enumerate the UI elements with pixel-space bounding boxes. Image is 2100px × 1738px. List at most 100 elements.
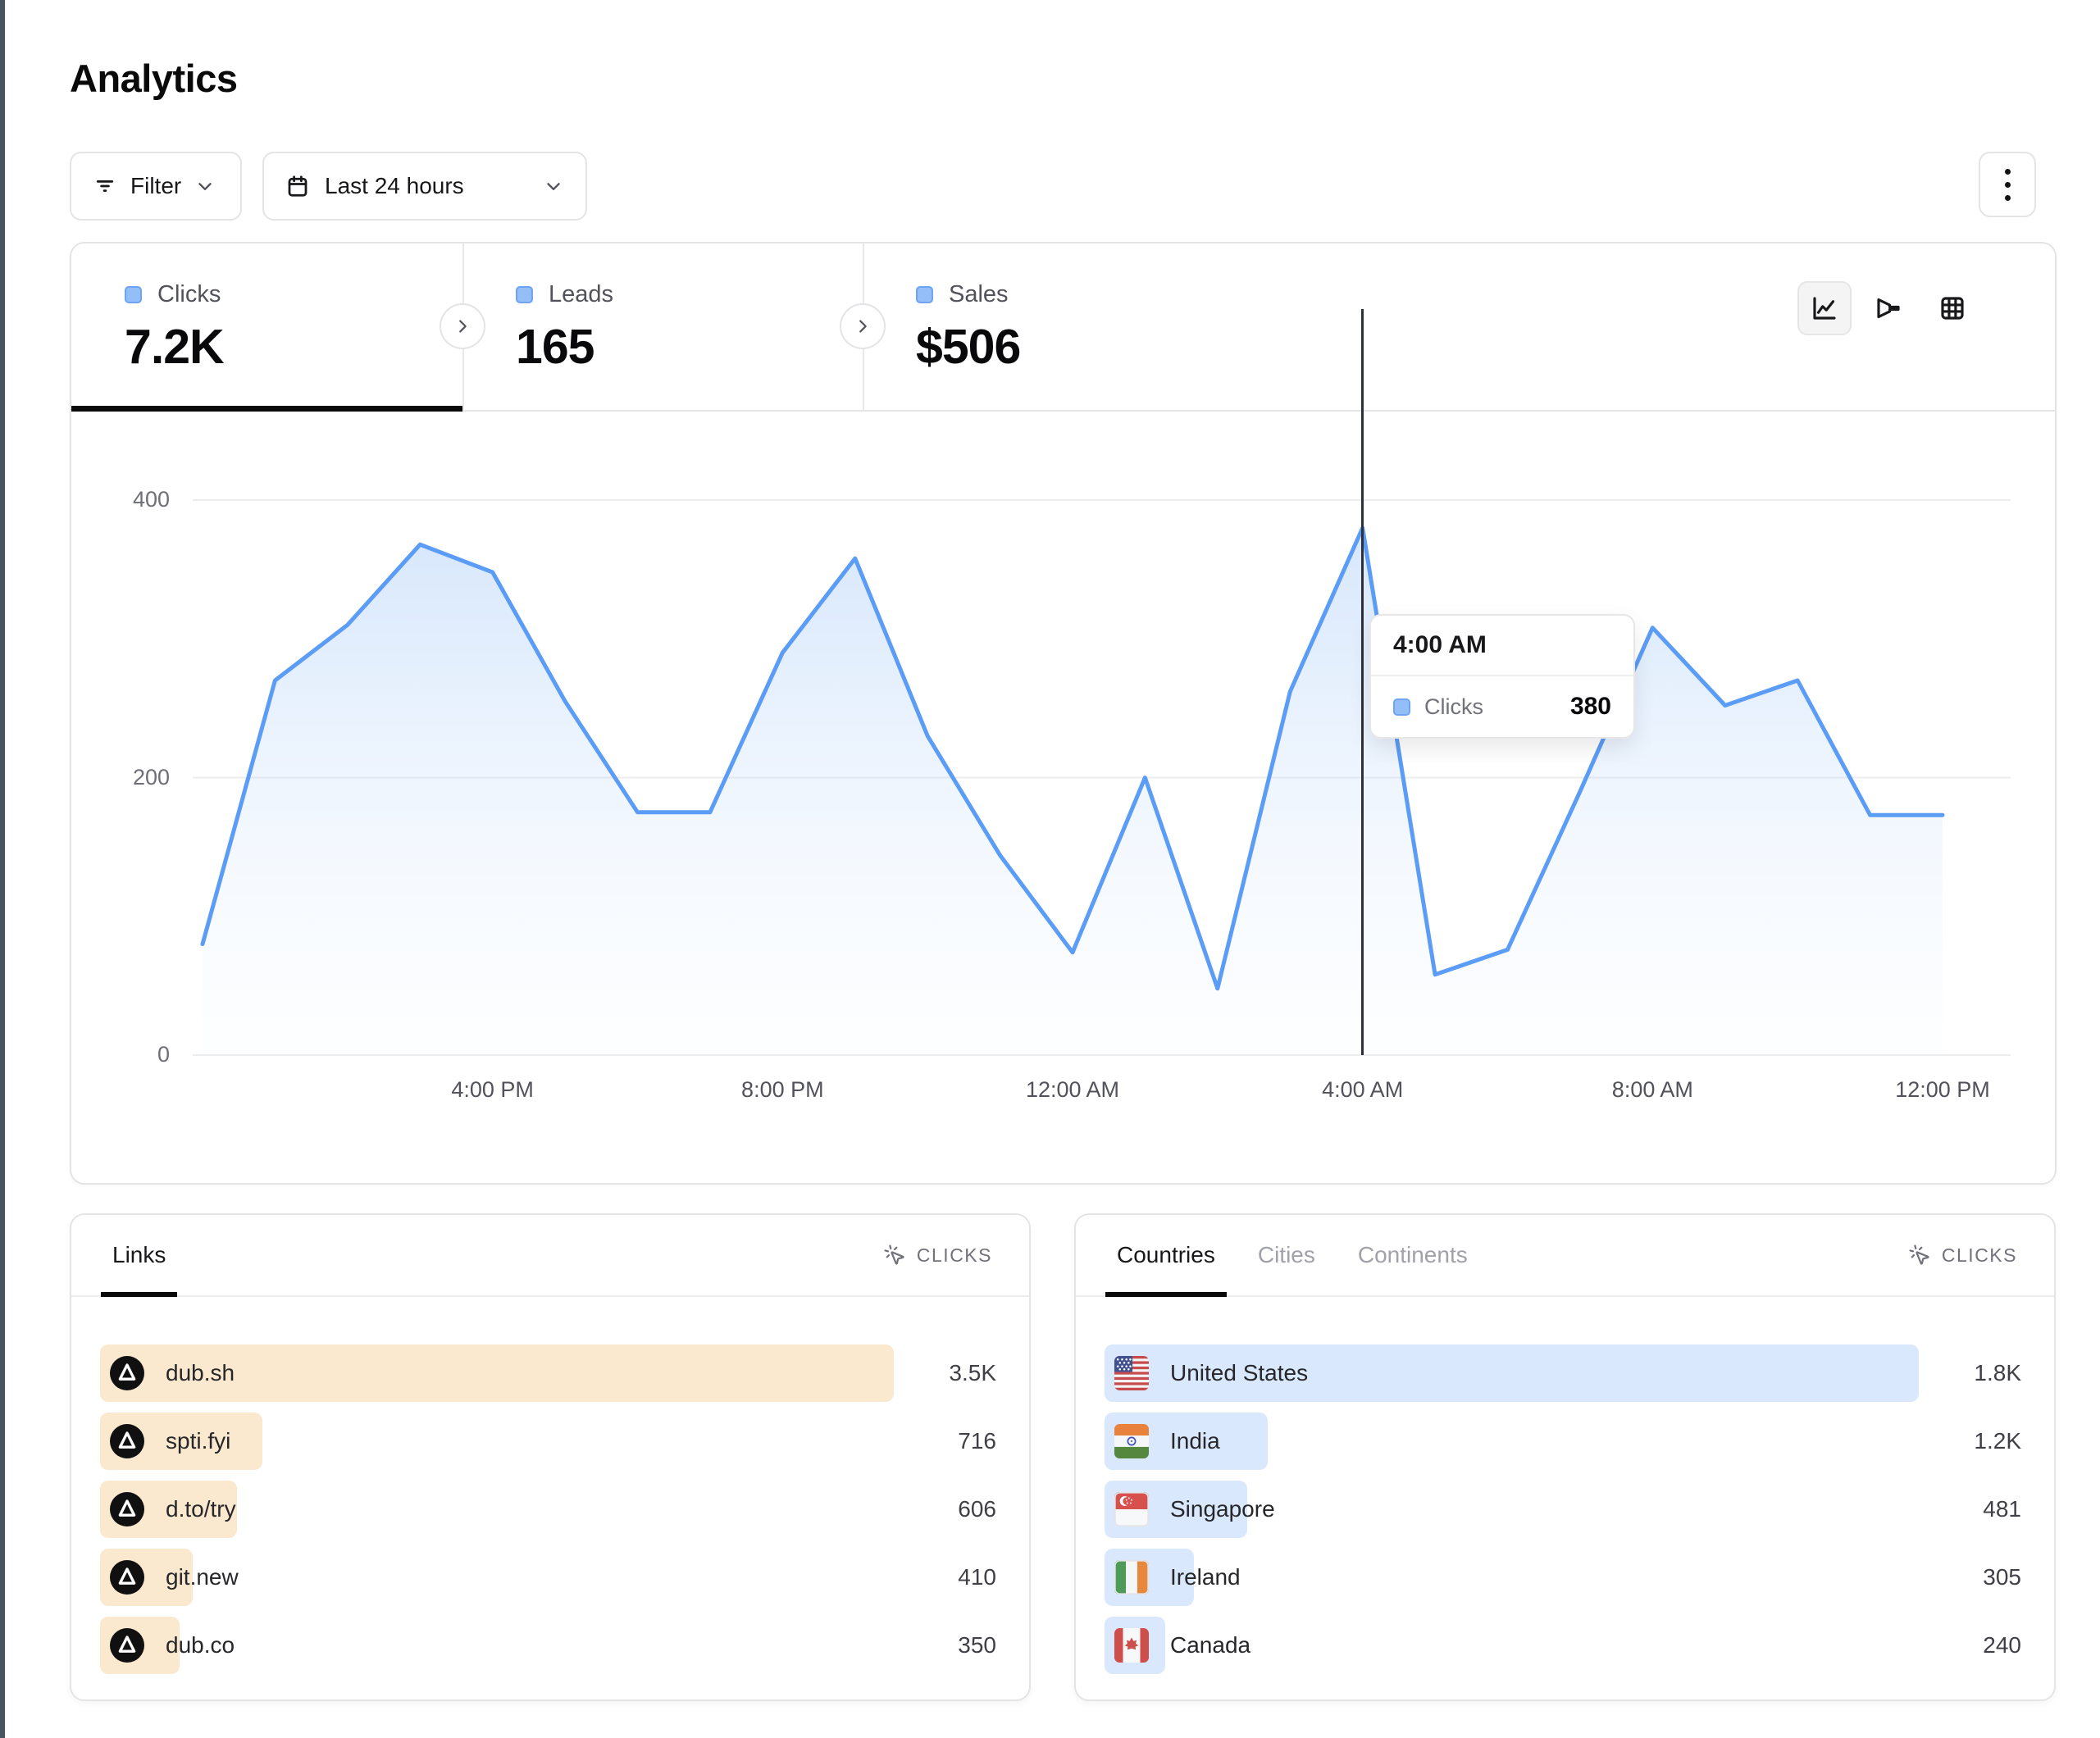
row-icon xyxy=(1114,1356,1149,1390)
row-label: Singapore xyxy=(1170,1496,1275,1522)
flag-singapore-icon xyxy=(1114,1492,1149,1526)
bar-wrap: United States xyxy=(1105,1344,1919,1402)
flag-ireland-icon xyxy=(1114,1560,1149,1595)
row-label: d.to/try xyxy=(166,1496,236,1522)
line-chart-view-button[interactable] xyxy=(1797,281,1852,335)
tab-countries[interactable]: Countries xyxy=(1105,1215,1227,1297)
tab-cities[interactable]: Cities xyxy=(1258,1215,1315,1295)
links-tab-label: Links xyxy=(112,1242,166,1267)
list-item[interactable]: git.new 410 xyxy=(100,1549,996,1606)
date-range-button[interactable]: Last 24 hours xyxy=(262,152,587,221)
value-bar xyxy=(1105,1344,1919,1402)
tooltip-legend-square-icon xyxy=(1393,698,1410,716)
list-item[interactable]: United States 1.8K xyxy=(1105,1344,2021,1402)
bar-wrap: dub.co xyxy=(100,1617,894,1674)
countries-tab-label: Countries xyxy=(1117,1242,1215,1267)
row-label: dub.sh xyxy=(166,1360,235,1385)
row-icon xyxy=(110,1356,144,1390)
row-value: 716 xyxy=(958,1428,996,1454)
tab-leads[interactable]: Leads 165 xyxy=(516,243,613,375)
list-item[interactable]: Canada 240 xyxy=(1105,1617,2021,1674)
chevron-down-icon xyxy=(543,175,564,197)
row-value: 3.5K xyxy=(949,1360,996,1385)
date-range-label: Last 24 hours xyxy=(325,173,464,198)
funnel-chart-view-button[interactable] xyxy=(1861,281,1916,335)
bar-wrap: dub.sh xyxy=(100,1344,894,1402)
expand-leads-sales-button[interactable] xyxy=(840,303,886,349)
chart-tooltip: 4:00 AM Clicks 380 xyxy=(1369,614,1635,739)
chevron-right-icon xyxy=(459,320,467,333)
tab-links[interactable]: Links xyxy=(100,1215,178,1297)
flag-canada-icon xyxy=(1114,1628,1149,1663)
value-bar xyxy=(100,1344,894,1402)
sales-tab-label: Sales xyxy=(949,281,1009,307)
row-icon xyxy=(1114,1628,1149,1663)
calendar-icon xyxy=(285,174,310,198)
flag-india-icon xyxy=(1114,1424,1149,1458)
row-label: git.new xyxy=(166,1564,239,1590)
expand-clicks-leads-button[interactable] xyxy=(440,303,485,349)
links-metric-header[interactable]: CLICKS xyxy=(883,1244,992,1267)
x-axis-tick-label: 4:00 AM xyxy=(1322,1077,1404,1102)
links-list: dub.sh 3.5K spti.fyi 716 d.to/try 606 xyxy=(71,1297,1029,1674)
row-label: dub.co xyxy=(166,1632,235,1658)
list-item[interactable]: India 1.2K xyxy=(1105,1413,2021,1470)
row-label: India xyxy=(1170,1428,1220,1454)
links-metric-label: CLICKS xyxy=(916,1244,992,1266)
funnel-chart-icon xyxy=(1877,298,1900,319)
list-item[interactable]: dub.co 350 xyxy=(100,1617,996,1674)
row-label: United States xyxy=(1170,1360,1309,1385)
countries-panel: Countries Cities Continents CLICKS xyxy=(1074,1213,2056,1701)
row-value: 606 xyxy=(958,1496,996,1522)
tooltip-value: 380 xyxy=(1569,693,1611,720)
clicks-value: 7.2K xyxy=(125,320,225,374)
x-axis-tick-label: 12:00 AM xyxy=(1025,1077,1120,1102)
cities-tab-label: Cities xyxy=(1257,1242,1315,1267)
list-item[interactable]: Singapore 481 xyxy=(1105,1481,2021,1538)
page-title: Analytics xyxy=(70,57,238,100)
continents-tab-label: Continents xyxy=(1357,1242,1468,1267)
cursor-click-icon xyxy=(1909,1244,1929,1265)
bar-wrap: Canada xyxy=(1105,1617,1919,1674)
row-icon xyxy=(110,1492,144,1526)
leads-tab-label: Leads xyxy=(549,281,614,307)
filter-icon xyxy=(93,174,117,198)
y-axis-tick-label: 0 xyxy=(157,1042,170,1067)
leads-legend-square-icon xyxy=(516,286,533,303)
dub-logo-icon xyxy=(110,1356,144,1390)
clicks-legend-square-icon xyxy=(125,286,142,303)
row-value: 305 xyxy=(1983,1564,2021,1590)
row-value: 350 xyxy=(958,1632,996,1658)
bar-wrap: spti.fyi xyxy=(100,1413,894,1470)
tab-clicks[interactable]: Clicks 7.2K xyxy=(125,243,225,375)
stats-tab-bar: Clicks 7.2K Leads 165 Sales $506 xyxy=(71,243,2055,412)
list-item[interactable]: spti.fyi 716 xyxy=(100,1413,996,1470)
row-icon xyxy=(110,1628,144,1663)
flag-us-icon xyxy=(1114,1356,1149,1390)
filter-button[interactable]: Filter xyxy=(70,152,242,221)
y-axis-tick-label: 200 xyxy=(132,764,170,789)
line-chart-icon xyxy=(1813,297,1836,320)
list-item[interactable]: dub.sh 3.5K xyxy=(100,1344,996,1402)
x-axis-tick-label: 8:00 AM xyxy=(1611,1077,1693,1102)
row-icon xyxy=(1114,1560,1149,1595)
table-view-button[interactable] xyxy=(1925,281,1979,335)
bar-wrap: git.new xyxy=(100,1549,894,1606)
countries-metric-header[interactable]: CLICKS xyxy=(1908,1244,2017,1267)
tab-sales[interactable]: Sales $506 xyxy=(916,243,1021,375)
row-icon xyxy=(1114,1492,1149,1526)
sales-legend-square-icon xyxy=(916,286,933,303)
row-icon xyxy=(110,1560,144,1595)
list-item[interactable]: d.to/try 606 xyxy=(100,1481,996,1538)
tab-continents[interactable]: Continents xyxy=(1358,1215,1468,1295)
chevron-right-icon xyxy=(859,320,867,333)
filter-button-label: Filter xyxy=(130,173,182,198)
clicks-area-chart[interactable] xyxy=(71,461,2058,1158)
row-value: 240 xyxy=(1983,1632,2021,1658)
cursor-click-icon xyxy=(884,1244,904,1265)
more-options-button[interactable] xyxy=(1979,152,2036,217)
tooltip-time: 4:00 AM xyxy=(1371,616,1633,676)
dub-logo-icon xyxy=(110,1492,144,1526)
list-item[interactable]: Ireland 305 xyxy=(1105,1549,2021,1606)
